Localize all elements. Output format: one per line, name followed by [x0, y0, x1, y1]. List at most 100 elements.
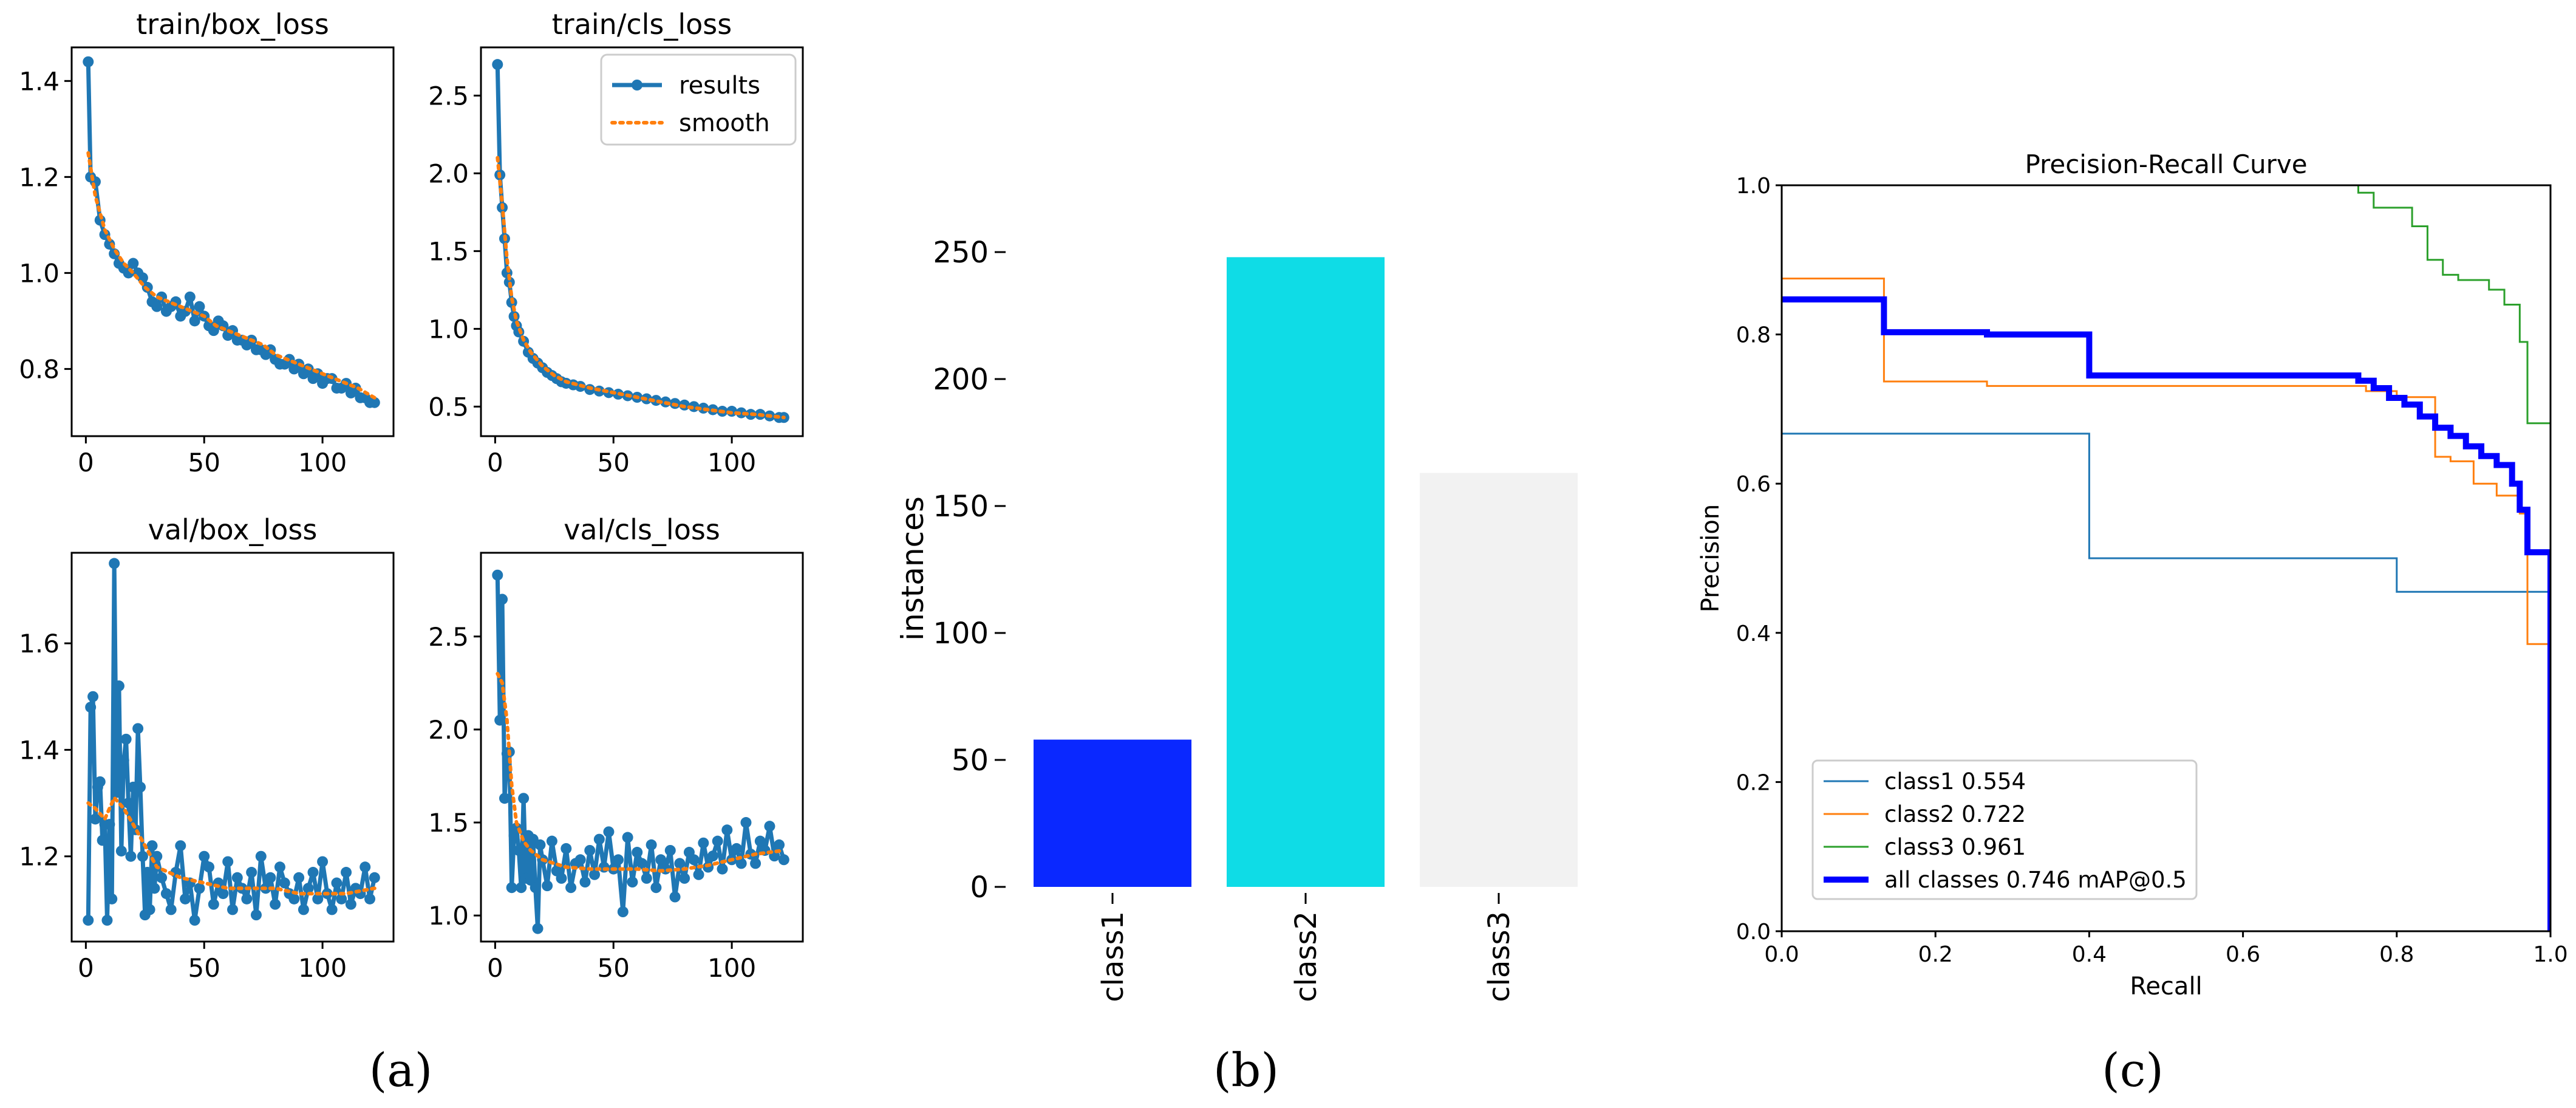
results-point	[497, 593, 508, 605]
results-point	[669, 891, 681, 903]
results-point	[627, 877, 638, 888]
x-tick-label: 0.6	[2226, 942, 2260, 967]
results-line	[495, 575, 786, 931]
legend-smooth-label: smooth	[679, 109, 770, 137]
x-tick-label-class2: class2	[1289, 911, 1323, 1002]
y-tick-label: 1.0	[19, 258, 60, 288]
y-axis-label: Precision	[1697, 504, 1725, 612]
results-point	[556, 872, 567, 884]
results-point	[721, 824, 733, 836]
results-point	[222, 856, 234, 867]
smooth-line	[86, 794, 377, 896]
panel-label-c: (c)	[2102, 1043, 2164, 1097]
results-point	[274, 861, 285, 873]
results-point	[125, 850, 137, 862]
x-tick-label: 0	[487, 953, 503, 983]
results-point	[622, 832, 633, 843]
y-tick-label: 0.6	[1736, 472, 1771, 497]
x-tick-label: 50	[188, 448, 220, 477]
y-axis-label: instances	[895, 496, 930, 641]
plot-frame	[70, 46, 395, 437]
results-point	[698, 837, 709, 849]
results-point	[688, 854, 700, 866]
y-tick-label: 1.4	[19, 735, 60, 765]
x-tick-label: 0	[487, 448, 503, 477]
results-point	[494, 714, 506, 726]
x-tick-label: 0.8	[2379, 942, 2414, 967]
y-tick-label: 0	[970, 870, 989, 905]
results-point	[369, 397, 380, 408]
chart-instances-bar: 0 50 100 150 200 250 instances class1 class2 clas…	[895, 236, 1578, 1002]
results-point	[120, 733, 132, 745]
pr-line-class1_pr	[1782, 433, 2550, 931]
plot-frame	[1780, 184, 2552, 932]
results-point	[241, 893, 253, 905]
results-point	[341, 867, 352, 878]
results-point	[132, 723, 144, 734]
pr-line-all_pr	[1782, 296, 2550, 931]
x-tick-label: 0	[78, 448, 94, 477]
results-point	[175, 840, 186, 852]
results-point	[194, 301, 205, 312]
x-tick-label: 1.0	[2533, 942, 2567, 967]
results-point	[492, 59, 503, 70]
y-tick-label: 1.6	[19, 629, 60, 658]
pr-line-class3_pr	[2357, 185, 2550, 931]
results-point	[165, 904, 177, 915]
results-point	[199, 850, 210, 862]
chart-title: val/box_loss	[148, 513, 318, 546]
legend-label-all_pr: all classes 0.746 mAP@0.5	[1884, 867, 2187, 893]
results-point	[336, 893, 347, 905]
results-point	[307, 867, 319, 878]
results-point	[83, 914, 94, 926]
results-point	[189, 914, 200, 926]
results-point	[598, 861, 610, 873]
results-point	[135, 781, 146, 793]
results-point	[227, 904, 238, 915]
results-point	[712, 835, 723, 847]
results-point	[636, 858, 647, 869]
smooth-line	[496, 156, 786, 420]
results-point	[87, 691, 99, 702]
results-point	[518, 793, 530, 804]
results-point	[632, 847, 643, 858]
x-tick-label: 100	[707, 953, 756, 983]
results-point	[160, 888, 172, 900]
y-tick-label: 1.5	[428, 236, 469, 266]
pr-line-class2_pr	[1782, 278, 2550, 931]
chart-title: Precision-Recall Curve	[2025, 149, 2307, 179]
results-point	[679, 872, 690, 884]
results-point	[579, 877, 591, 888]
results-point	[740, 817, 752, 829]
chart-title: train/cls_loss	[552, 8, 732, 41]
results-point	[345, 898, 356, 910]
results-point	[94, 776, 106, 787]
x-tick-label-class1: class1	[1096, 911, 1130, 1002]
results-point	[750, 858, 762, 869]
plot-frame	[480, 46, 804, 437]
y-tick-label: 100	[933, 617, 989, 651]
results-point	[646, 839, 657, 850]
results-point	[101, 914, 113, 926]
chart-train-box-loss: train/box_loss 0 50 100 0.8 1.0 1.2 1.4	[19, 8, 395, 477]
y-tick-label: 1.0	[1736, 174, 1771, 199]
bar-class1	[1034, 739, 1191, 887]
results-point	[506, 882, 517, 894]
y-tick-label: 2.5	[428, 622, 469, 652]
results-point	[589, 869, 601, 880]
y-tick-label: 150	[933, 490, 989, 524]
y-tick-label: 1.5	[428, 808, 469, 838]
x-axis-label: Recall	[2130, 973, 2202, 1000]
results-point	[302, 883, 314, 894]
results-point	[123, 798, 134, 809]
results-point	[717, 863, 728, 875]
results-point	[144, 904, 155, 915]
results-point	[128, 258, 139, 269]
results-point	[109, 558, 120, 569]
results-point	[156, 872, 168, 883]
results-line	[86, 561, 377, 923]
results-point	[83, 56, 94, 67]
results-point	[369, 872, 380, 883]
results-point	[149, 883, 160, 894]
